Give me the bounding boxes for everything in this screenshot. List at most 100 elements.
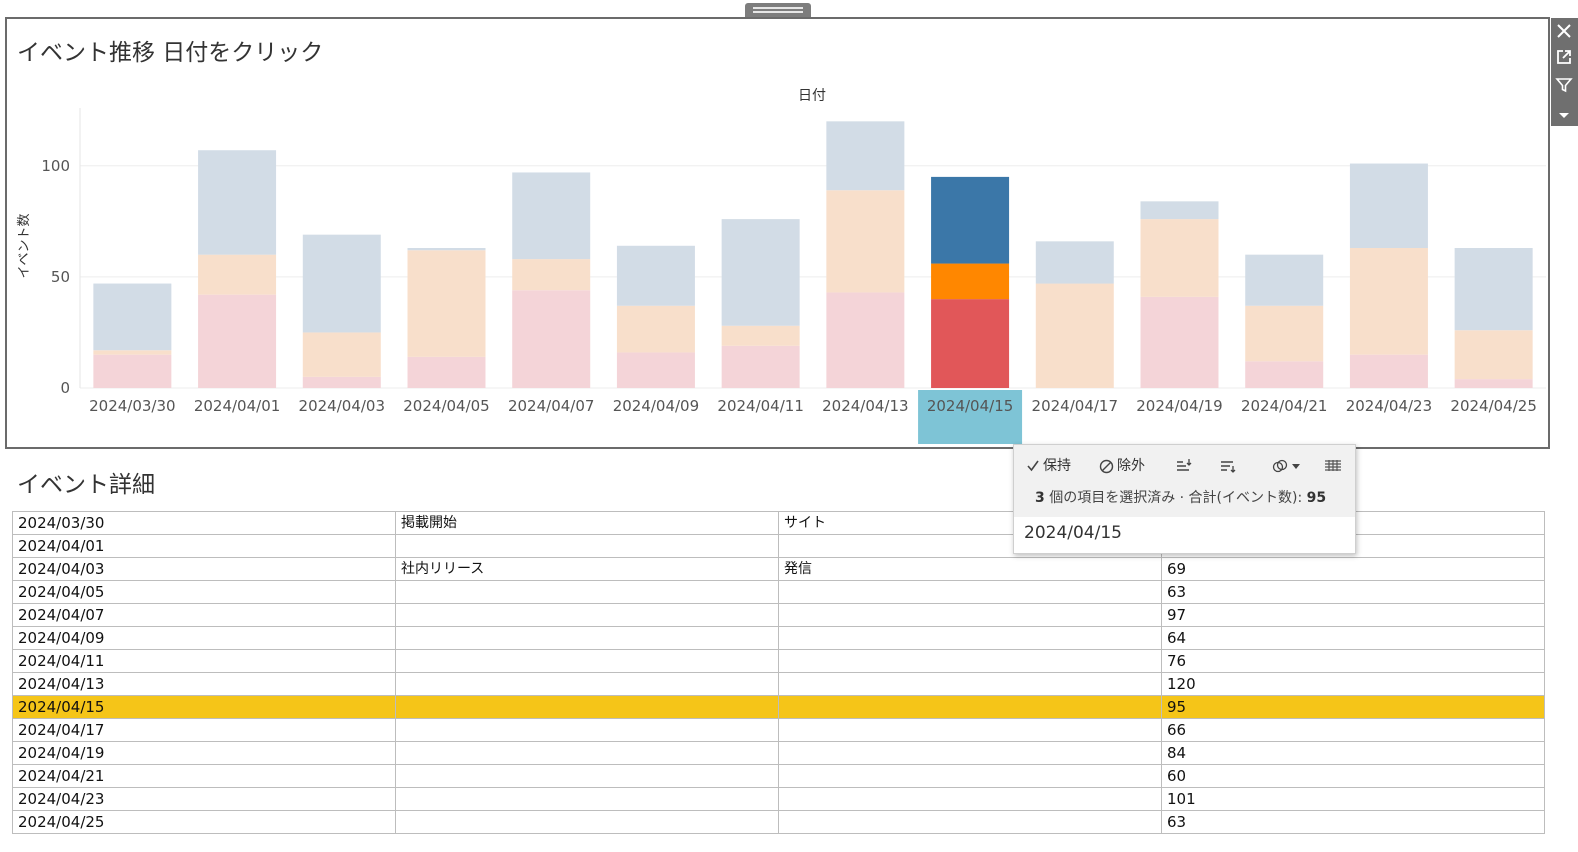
popout-icon[interactable]: [1551, 44, 1578, 70]
event-cell: [395, 718, 779, 742]
bar-segment[interactable]: [1035, 241, 1114, 284]
group-members-button[interactable]: [1272, 455, 1304, 477]
bar-segment[interactable]: [198, 150, 277, 255]
x-tick-label[interactable]: 2024/04/25: [1450, 397, 1536, 415]
bar-segment[interactable]: [1245, 254, 1324, 306]
x-tick-label[interactable]: 2024/04/19: [1136, 397, 1222, 415]
bar-segment[interactable]: [1454, 248, 1533, 331]
bar-segment[interactable]: [1140, 201, 1219, 220]
bar-segment[interactable]: [302, 332, 381, 377]
event-cell: [395, 810, 779, 834]
y-axis-label: イベント数: [17, 213, 32, 278]
bar-segment[interactable]: [1035, 283, 1114, 388]
bar-segment[interactable]: [1454, 379, 1533, 388]
x-tick-label[interactable]: 2024/04/05: [403, 397, 489, 415]
event-cell: [395, 649, 779, 673]
x-tick-label[interactable]: 2024/04/21: [1241, 397, 1327, 415]
event-cell: [395, 695, 779, 719]
count-cell: 97: [1161, 603, 1545, 627]
x-tick-label[interactable]: 2024/04/03: [299, 397, 385, 415]
table-row[interactable]: 2024/04/23 101: [12, 787, 1545, 811]
more-options-icon[interactable]: [1551, 100, 1578, 126]
bar-segment[interactable]: [721, 219, 800, 326]
bar-segment[interactable]: [826, 190, 905, 293]
bar-segment[interactable]: [93, 283, 172, 351]
close-icon[interactable]: [1551, 18, 1578, 44]
table-row[interactable]: 2024/04/15 95: [12, 695, 1545, 719]
x-tick-label[interactable]: 2024/04/13: [822, 397, 908, 415]
table-row[interactable]: 2024/04/07 97: [12, 603, 1545, 627]
bar-segment[interactable]: [1349, 248, 1428, 355]
bar-segment[interactable]: [1140, 219, 1219, 297]
exclude-button[interactable]: 除外: [1099, 455, 1145, 477]
type-cell: 発信: [778, 557, 1162, 581]
bar-segment[interactable]: [931, 299, 1010, 388]
bar-segment[interactable]: [616, 305, 695, 353]
bar-segment[interactable]: [512, 259, 591, 291]
bar-segment[interactable]: [198, 294, 277, 388]
sort-ascending-button[interactable]: [1175, 455, 1196, 477]
table-row[interactable]: 2024/04/17 66: [12, 718, 1545, 742]
bar-segment[interactable]: [302, 234, 381, 333]
table-row[interactable]: 2024/04/19 84: [12, 741, 1545, 765]
chart-bars[interactable]: [93, 121, 1533, 388]
keep-only-button[interactable]: 保持: [1026, 455, 1071, 477]
date-cell: 2024/04/25: [12, 810, 396, 834]
group-icon: [1272, 459, 1288, 473]
bar-segment[interactable]: [931, 176, 1010, 264]
table-row[interactable]: 2024/04/21 60: [12, 764, 1545, 788]
bar-segment[interactable]: [512, 290, 591, 388]
x-tick-label[interactable]: 2024/04/01: [194, 397, 280, 415]
table-row[interactable]: 2024/04/13 120: [12, 672, 1545, 696]
bar-segment[interactable]: [721, 345, 800, 388]
table-row[interactable]: 2024/04/11 76: [12, 649, 1545, 673]
x-tick-label[interactable]: 2024/04/11: [717, 397, 803, 415]
bar-segment[interactable]: [1349, 354, 1428, 388]
table-row[interactable]: 2024/04/05 63: [12, 580, 1545, 604]
bar-segment[interactable]: [1245, 305, 1324, 362]
type-cell: [778, 580, 1162, 604]
filter-icon[interactable]: [1551, 72, 1578, 98]
sort-descending-button[interactable]: [1219, 455, 1240, 477]
bar-segment[interactable]: [826, 121, 905, 191]
table-row[interactable]: 2024/04/09 64: [12, 626, 1545, 650]
bar-segment[interactable]: [407, 248, 486, 251]
count-cell: 66: [1161, 718, 1545, 742]
date-cell: 2024/04/09: [12, 626, 396, 650]
table-row[interactable]: 2024/04/03 社内リリース 発信 69: [12, 557, 1545, 581]
bar-segment[interactable]: [931, 263, 1010, 300]
event-cell: [395, 741, 779, 765]
bar-segment[interactable]: [512, 172, 591, 260]
x-tick-label[interactable]: 2024/04/09: [613, 397, 699, 415]
bar-segment[interactable]: [1140, 296, 1219, 388]
bar-segment[interactable]: [407, 250, 486, 357]
x-tick-label[interactable]: 2024/04/23: [1346, 397, 1432, 415]
panel-drag-handle[interactable]: [745, 3, 811, 17]
x-tick-label[interactable]: 2024/03/30: [89, 397, 175, 415]
x-tick-label[interactable]: 2024/04/15: [927, 397, 1013, 415]
date-cell: 2024/04/21: [12, 764, 396, 788]
bar-segment[interactable]: [93, 350, 172, 355]
bar-segment[interactable]: [721, 325, 800, 346]
bar-segment[interactable]: [302, 376, 381, 388]
y-tick-label: 100: [41, 157, 70, 175]
bar-segment[interactable]: [93, 354, 172, 388]
bar-segment[interactable]: [1245, 361, 1324, 388]
bar-segment[interactable]: [616, 245, 695, 306]
bar-segment[interactable]: [826, 292, 905, 388]
bar-segment[interactable]: [407, 356, 486, 388]
count-cell: 84: [1161, 741, 1545, 765]
bar-segment[interactable]: [616, 352, 695, 388]
x-tick-label[interactable]: 2024/04/17: [1032, 397, 1118, 415]
type-cell: [778, 718, 1162, 742]
date-cell: 2024/04/07: [12, 603, 396, 627]
count-cell: 69: [1161, 557, 1545, 581]
type-cell: [778, 603, 1162, 627]
view-data-button[interactable]: [1324, 455, 1345, 477]
bar-segment[interactable]: [1349, 163, 1428, 248]
x-tick-label[interactable]: 2024/04/07: [508, 397, 594, 415]
type-cell: [778, 810, 1162, 834]
table-row[interactable]: 2024/04/25 63: [12, 810, 1545, 834]
bar-segment[interactable]: [198, 254, 277, 295]
bar-segment[interactable]: [1454, 330, 1533, 380]
